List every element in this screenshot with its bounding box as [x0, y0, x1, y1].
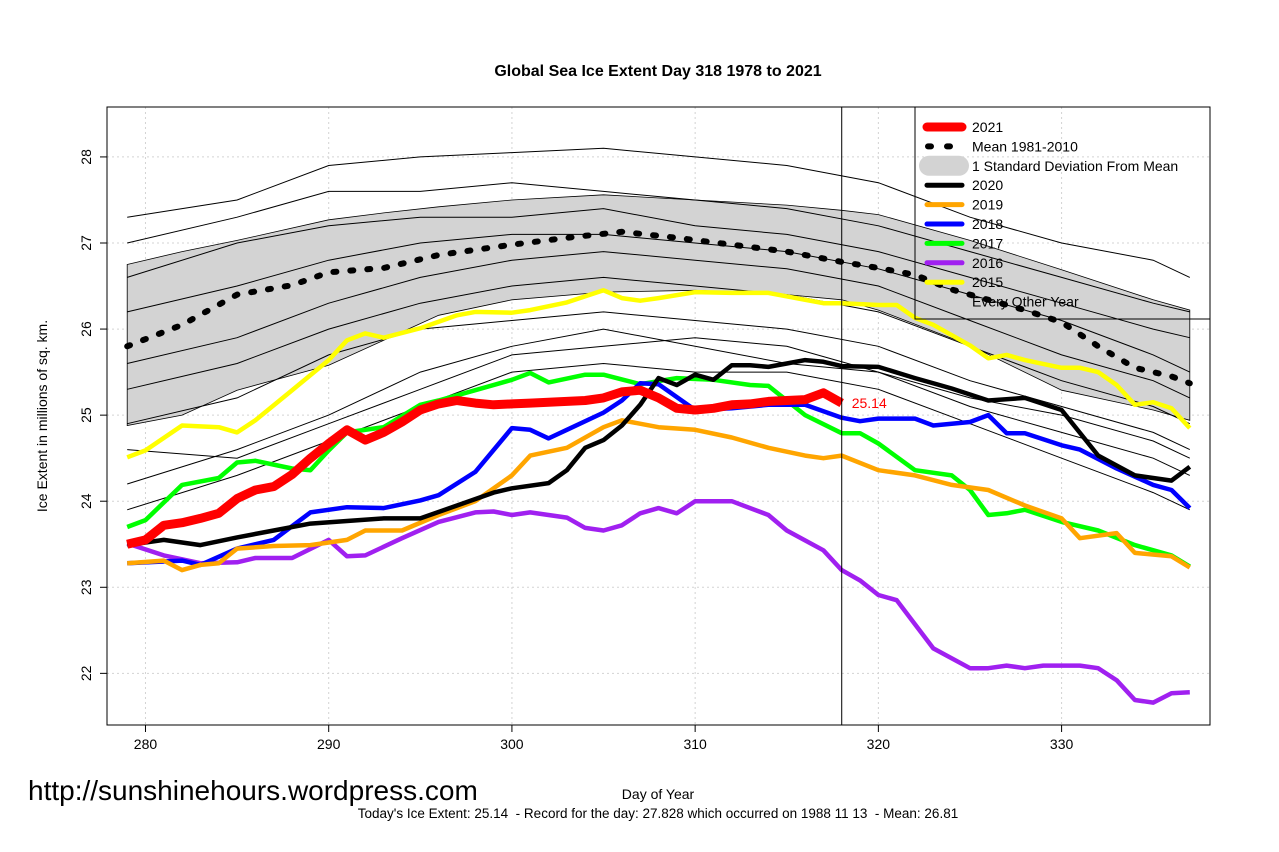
- legend-label: Mean 1981-2010: [972, 138, 1078, 154]
- footer-stats: Today's Ice Extent: 25.14 - Record for t…: [358, 806, 958, 821]
- other-year-line: [127, 147, 1191, 278]
- x-axis-label: Day of Year: [622, 786, 695, 802]
- plot-frame: [106, 106, 1211, 726]
- legend-item: 2016: [924, 255, 1003, 271]
- legend-label: Every Other Year: [972, 294, 1079, 310]
- sd-band-area: [126, 194, 1191, 426]
- series-line-2015: [126, 288, 1192, 460]
- legend-label: 2015: [972, 274, 1003, 290]
- mean-line: [124, 228, 1193, 387]
- x-axis: 280 290 300 310 320 330: [134, 725, 1074, 752]
- legend: 2021 Mean 1981-2010 1 Standard Deviation F…: [914, 106, 1211, 320]
- series-line-2021: [126, 385, 844, 549]
- x-tick-label: 290: [317, 736, 341, 752]
- legend-item: Every Other Year: [972, 294, 1079, 310]
- mean-dotted-line: [124, 228, 1193, 387]
- legend-label: 2020: [972, 177, 1003, 193]
- sd-band: [126, 194, 1191, 426]
- legend-label: 2016: [972, 255, 1003, 271]
- legend-item: 2015: [924, 274, 1003, 290]
- y-tick-label: 25: [78, 407, 94, 423]
- legend-item: 2020: [924, 177, 1003, 193]
- y-axis-label: Ice Extent in millions of sq. km.: [34, 320, 50, 512]
- x-tick-label: 280: [134, 736, 158, 752]
- x-tick-label: 330: [1050, 736, 1074, 752]
- watermark: http://sunshinehours.wordpress.com: [28, 775, 478, 806]
- series-lines: [126, 288, 1192, 705]
- x-tick-label: 300: [500, 736, 524, 752]
- series-line-2020: [126, 357, 1192, 548]
- other-year-line: [127, 208, 1190, 339]
- legend-label: 2021: [972, 119, 1003, 135]
- y-tick-label: 24: [78, 493, 94, 509]
- other-year-line: [127, 182, 1190, 313]
- legend-swatch: [919, 155, 969, 176]
- y-tick-label: 28: [78, 149, 94, 165]
- y-tick-label: 23: [78, 579, 94, 595]
- legend-item: 2018: [924, 216, 1003, 232]
- legend-item: 2017: [924, 235, 1003, 251]
- legend-label: 2019: [972, 197, 1003, 213]
- y-tick-label: 27: [78, 235, 94, 251]
- legend-item: 1 Standard Deviation From Mean: [919, 155, 1178, 176]
- current-value-label: 25.14: [852, 395, 887, 411]
- other-year-line: [127, 337, 1191, 459]
- series-line-2016: [126, 498, 1190, 705]
- legend-label: 2017: [972, 235, 1003, 251]
- legend-label: 1 Standard Deviation From Mean: [972, 158, 1178, 174]
- other-year-line: [127, 251, 1191, 399]
- legend-label: 2018: [972, 216, 1003, 232]
- other-year-line: [127, 328, 1191, 485]
- legend-item: Mean 1981-2010: [925, 138, 1078, 154]
- legend-item: 2019: [924, 197, 1003, 213]
- series-line-2019: [127, 418, 1191, 573]
- legend-item: 2021: [922, 119, 1003, 135]
- x-tick-label: 320: [867, 736, 891, 752]
- other-year-line: [127, 276, 1191, 425]
- x-tick-label: 310: [683, 736, 707, 752]
- other-year-line: [127, 311, 1191, 451]
- y-axis: 22 23 24 25 26 27 28: [78, 149, 107, 681]
- series-line-2018: [127, 381, 1192, 568]
- other-year-line: [127, 233, 1191, 373]
- legend-box: [914, 106, 1211, 320]
- chart-title: Global Sea Ice Extent Day 318 1978 to 20…: [494, 63, 821, 80]
- y-tick-label: 26: [78, 321, 94, 337]
- y-tick-label: 22: [78, 665, 94, 681]
